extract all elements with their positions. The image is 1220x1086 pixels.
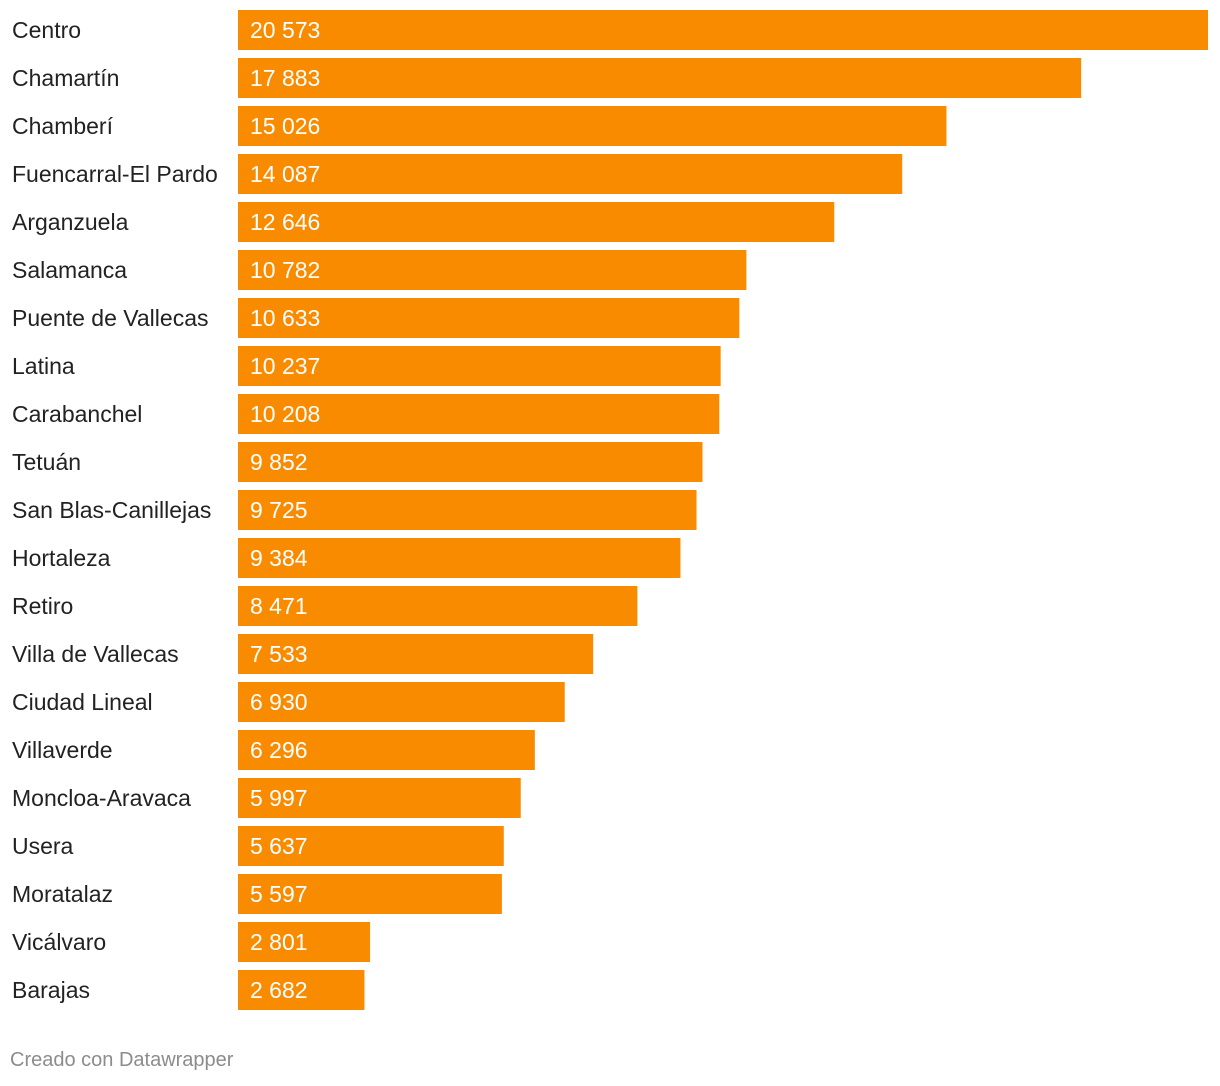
category-label: Moratalaz xyxy=(12,881,113,907)
value-label: 5 637 xyxy=(250,833,308,859)
value-label: 8 471 xyxy=(250,593,308,619)
value-label: 10 208 xyxy=(250,401,320,427)
value-label: 20 573 xyxy=(250,17,320,43)
value-label: 10 237 xyxy=(250,353,320,379)
value-label: 2 682 xyxy=(250,977,308,1003)
category-label: Retiro xyxy=(12,593,73,619)
bar xyxy=(238,490,697,530)
bar xyxy=(238,586,638,626)
bar xyxy=(238,538,681,578)
category-label: Villaverde xyxy=(12,737,113,763)
value-label: 12 646 xyxy=(250,209,320,235)
value-label: 10 633 xyxy=(250,305,320,331)
category-label: Tetuán xyxy=(12,449,81,475)
bar xyxy=(238,874,502,914)
value-label: 9 725 xyxy=(250,497,308,523)
value-label: 14 087 xyxy=(250,161,320,187)
category-label: Vicálvaro xyxy=(12,929,106,955)
bar xyxy=(238,778,521,818)
value-label: 6 930 xyxy=(250,689,308,715)
bar xyxy=(238,442,703,482)
bar xyxy=(238,394,720,434)
bar xyxy=(238,634,594,674)
category-label: Puente de Vallecas xyxy=(12,305,209,331)
category-label: Fuencarral-El Pardo xyxy=(12,161,218,187)
bar xyxy=(238,154,903,194)
category-label: Usera xyxy=(12,833,74,859)
bar xyxy=(238,202,835,242)
value-label: 17 883 xyxy=(250,65,320,91)
value-label: 2 801 xyxy=(250,929,308,955)
category-label: Salamanca xyxy=(12,257,127,283)
bars: Centro 20 573 Chamartín 17 883 Chamberí 15 02… xyxy=(12,10,1208,1010)
value-label: 9 852 xyxy=(250,449,308,475)
bar xyxy=(238,106,947,146)
bar xyxy=(238,58,1082,98)
value-label: 10 782 xyxy=(250,257,320,283)
category-label: Villa de Vallecas xyxy=(12,641,179,667)
category-label: Hortaleza xyxy=(12,545,111,571)
category-label: Centro xyxy=(12,17,81,43)
category-label: Barajas xyxy=(12,977,90,1003)
category-label: Moncloa-Aravaca xyxy=(12,785,191,811)
bar xyxy=(238,682,565,722)
value-label: 5 597 xyxy=(250,881,308,907)
bar xyxy=(238,826,504,866)
value-label: 6 296 xyxy=(250,737,308,763)
category-label: Ciudad Lineal xyxy=(12,689,153,715)
bar xyxy=(238,730,535,770)
category-label: Chamberí xyxy=(12,113,114,139)
bar xyxy=(238,970,365,1010)
category-label: San Blas-Canillejas xyxy=(12,497,211,523)
value-label: 15 026 xyxy=(250,113,320,139)
category-label: Chamartín xyxy=(12,65,119,91)
bar xyxy=(238,298,740,338)
value-label: 9 384 xyxy=(250,545,308,571)
bar xyxy=(238,922,371,962)
category-label: Latina xyxy=(12,353,75,379)
bar xyxy=(238,250,747,290)
value-label: 5 997 xyxy=(250,785,308,811)
value-label: 7 533 xyxy=(250,641,308,667)
category-label: Arganzuela xyxy=(12,209,129,235)
bar xyxy=(238,346,721,386)
category-label: Carabanchel xyxy=(12,401,142,427)
bar xyxy=(238,10,1208,50)
footer-credit[interactable]: Creado con Datawrapper xyxy=(10,1049,234,1071)
